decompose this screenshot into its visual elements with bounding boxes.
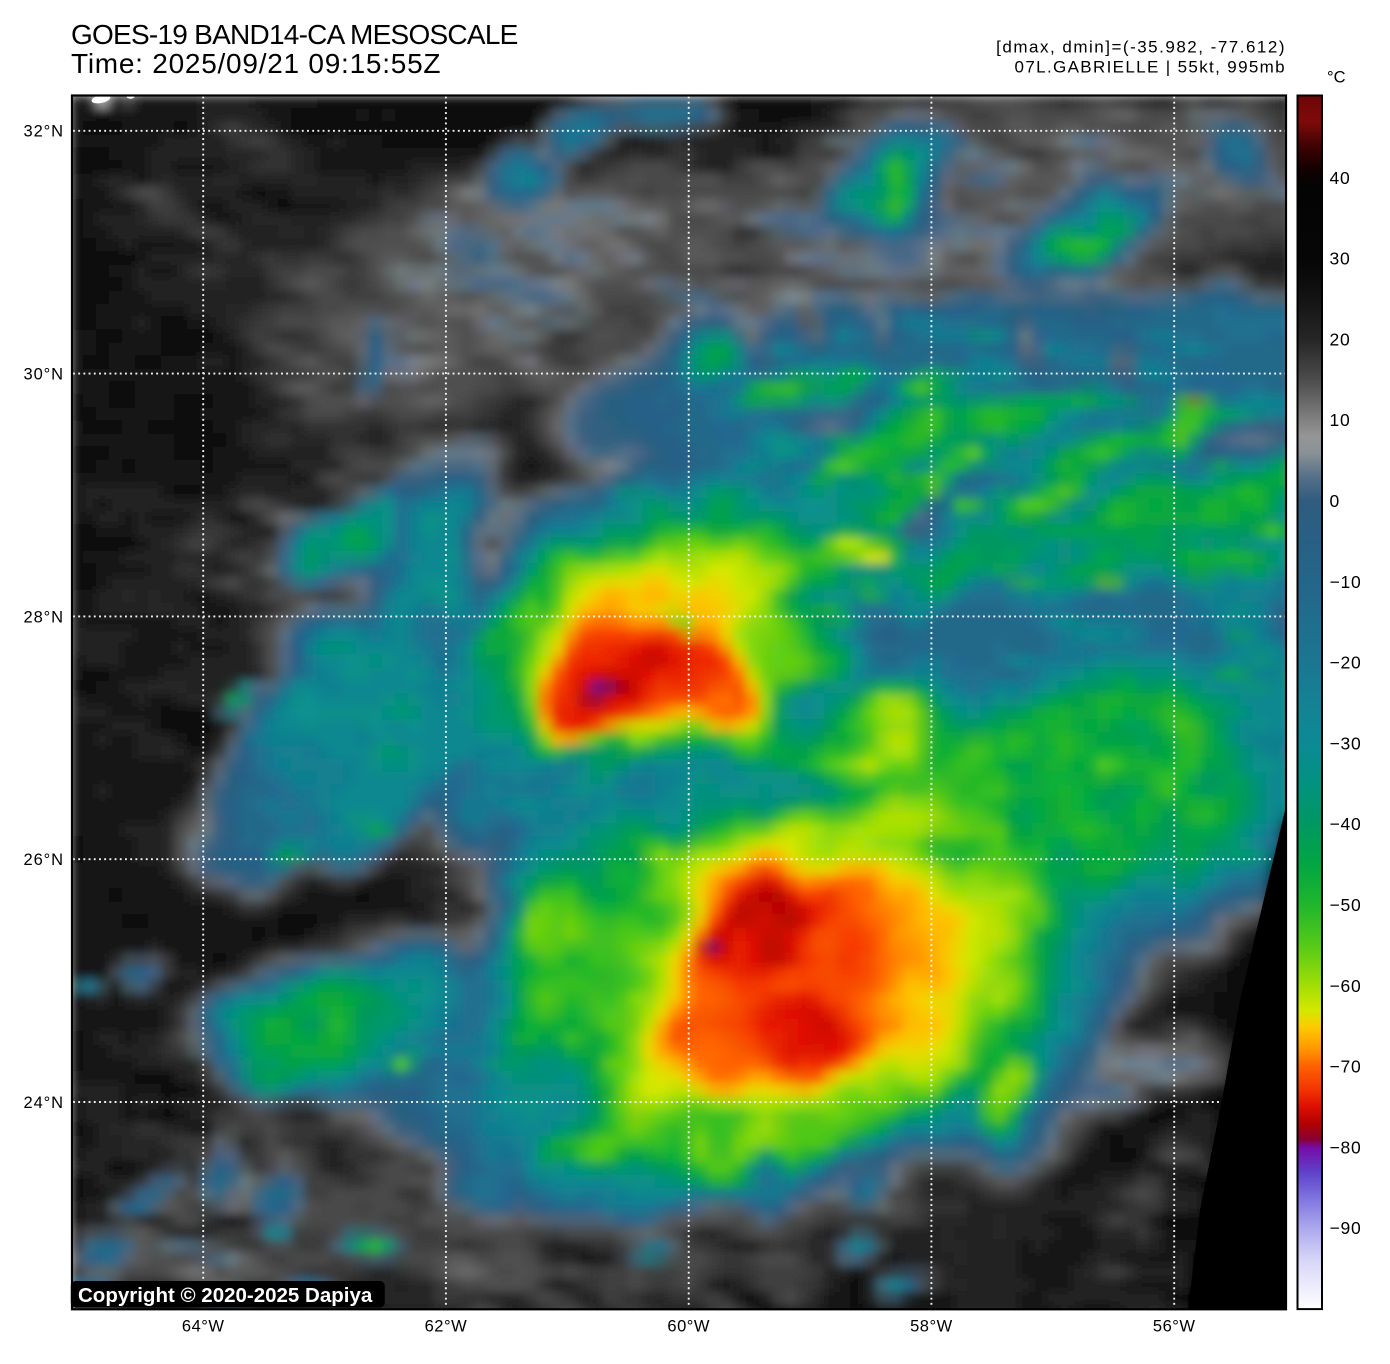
- svg-text:30: 30: [1330, 249, 1351, 269]
- svg-text:−10: −10: [1330, 572, 1362, 592]
- svg-text:20: 20: [1330, 329, 1351, 349]
- svg-text:58°W: 58°W: [910, 1318, 953, 1336]
- svg-text:Copyright © 2020-2025 Dapiya: Copyright © 2020-2025 Dapiya: [78, 1284, 373, 1307]
- svg-text:0: 0: [1330, 491, 1341, 511]
- svg-text:62°W: 62°W: [425, 1318, 468, 1336]
- svg-text:−90: −90: [1330, 1218, 1362, 1238]
- svg-text:07L.GABRIELLE | 55kt, 995mb: 07L.GABRIELLE | 55kt, 995mb: [1015, 58, 1286, 77]
- svg-text:Time: 2025/09/21 09:15:55Z: Time: 2025/09/21 09:15:55Z: [71, 48, 441, 79]
- svg-text:40: 40: [1330, 168, 1351, 188]
- svg-text:60°W: 60°W: [667, 1318, 710, 1336]
- svg-text:−80: −80: [1330, 1137, 1362, 1157]
- svg-text:−70: −70: [1330, 1057, 1362, 1077]
- svg-text:−20: −20: [1330, 653, 1362, 673]
- svg-text:28°N: 28°N: [24, 608, 64, 626]
- svg-text:26°N: 26°N: [24, 851, 64, 869]
- svg-text:−40: −40: [1330, 814, 1362, 834]
- svg-text:−60: −60: [1330, 976, 1362, 996]
- svg-text:56°W: 56°W: [1153, 1318, 1196, 1336]
- svg-text:°C: °C: [1327, 69, 1346, 87]
- svg-text:64°W: 64°W: [182, 1318, 225, 1336]
- svg-text:30°N: 30°N: [24, 366, 64, 384]
- svg-text:10: 10: [1330, 410, 1351, 430]
- svg-text:[dmax, dmin]=(-35.982, -77.612: [dmax, dmin]=(-35.982, -77.612): [996, 37, 1286, 56]
- svg-text:−50: −50: [1330, 895, 1362, 915]
- svg-text:24°N: 24°N: [24, 1094, 64, 1112]
- svg-text:GOES-19 BAND14-CA MESOSCALE: GOES-19 BAND14-CA MESOSCALE: [71, 19, 518, 50]
- svg-text:32°N: 32°N: [24, 123, 64, 141]
- svg-text:−30: −30: [1330, 733, 1362, 753]
